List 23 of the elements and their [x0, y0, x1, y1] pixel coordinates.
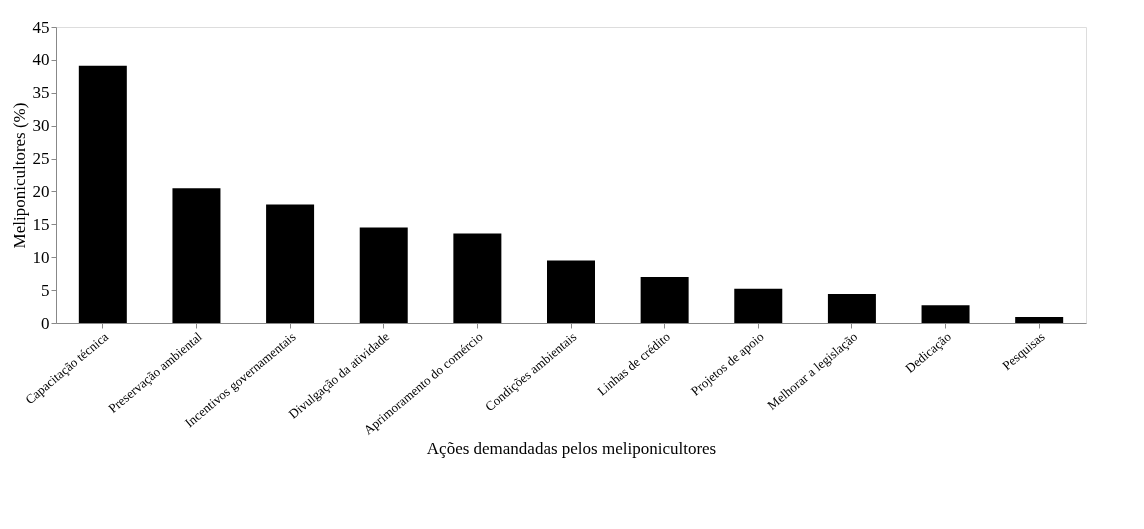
bar	[1015, 317, 1064, 323]
y-tick-label: 0	[41, 313, 50, 333]
bar	[359, 227, 408, 323]
y-tick-label: 5	[41, 280, 50, 300]
bar	[640, 276, 689, 323]
bar	[547, 260, 595, 323]
bar	[78, 65, 127, 323]
y-tick-label: 25	[32, 149, 50, 169]
y-tick-label: 40	[32, 50, 50, 70]
bar	[734, 288, 783, 323]
y-tick-label: 35	[32, 83, 50, 103]
y-tick-label: 45	[32, 17, 50, 37]
y-tick-label: 20	[32, 181, 50, 201]
y-axis-title: Meliponicultores (%)	[9, 102, 29, 249]
bar	[266, 204, 315, 323]
bar	[453, 233, 502, 323]
bar	[827, 294, 876, 323]
y-tick-label: 30	[32, 116, 50, 136]
bar	[172, 188, 221, 323]
y-tick-label: 15	[32, 214, 50, 234]
x-axis-title: Ações demandadas pelos meliponicultores	[426, 439, 717, 459]
y-tick-label: 10	[32, 247, 50, 267]
bar	[921, 305, 970, 323]
